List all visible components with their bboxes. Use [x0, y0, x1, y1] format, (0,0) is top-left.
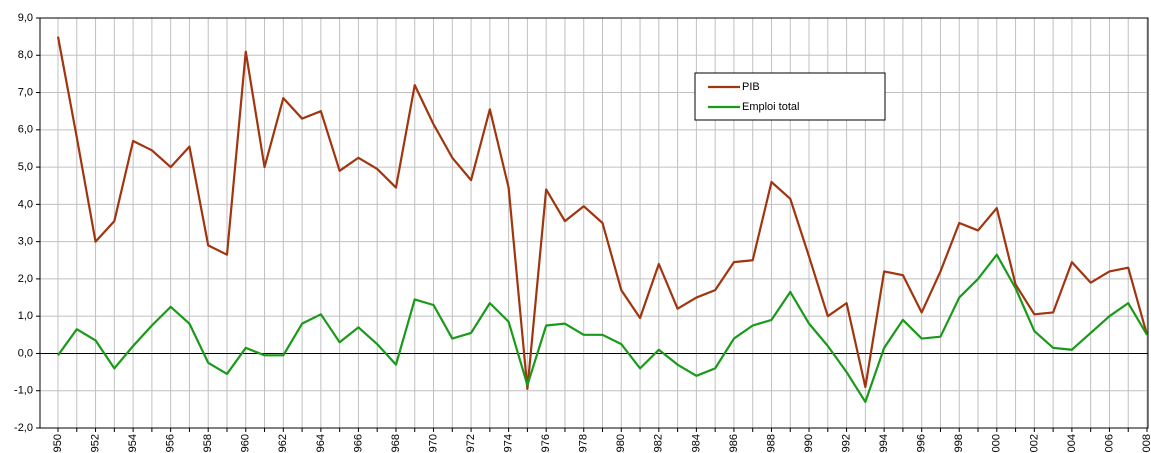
y-tick-label: 0,0: [18, 347, 33, 359]
x-tick-label: 2008: [1141, 434, 1151, 453]
x-tick-label: 1964: [315, 434, 327, 453]
legend-box: [694, 72, 886, 121]
x-tick-label: 1970: [427, 434, 439, 453]
x-tick-label: 1982: [653, 434, 665, 453]
x-tick-label: 1954: [127, 434, 139, 453]
y-tick-label: 9,0: [18, 12, 33, 24]
x-tick-label: 1974: [503, 434, 515, 453]
y-tick-label: 6,0: [18, 124, 33, 136]
x-tick-label: 1952: [89, 434, 101, 453]
x-tick-label: 1956: [165, 434, 177, 453]
x-tick-label: 2002: [1028, 434, 1040, 453]
x-tick-label: 1990: [803, 434, 815, 453]
x-tick-label: 1966: [352, 434, 364, 453]
x-tick-label: 2004: [1066, 434, 1078, 453]
x-tick-label: 1958: [202, 434, 214, 453]
y-tick-label: 3,0: [18, 236, 33, 248]
x-tick-label: 1976: [540, 434, 552, 453]
y-tick-label: 5,0: [18, 161, 33, 173]
x-tick-label: 1988: [765, 434, 777, 453]
x-tick-label: 1968: [390, 434, 402, 453]
x-tick-label: 2000: [991, 434, 1003, 453]
plot-frame: [39, 17, 1149, 429]
y-tick-label: 8,0: [18, 49, 33, 61]
y-tick-label: -1,0: [14, 385, 33, 397]
series-line: [57, 253, 1148, 404]
legend: PIB Emploi total: [694, 72, 886, 121]
x-tick-label: 1986: [728, 434, 740, 453]
x-tick-label: 1978: [578, 434, 590, 453]
x-tick-label: 1962: [277, 434, 289, 453]
x-tick-label: 1984: [690, 434, 702, 453]
x-tick-label: 1980: [615, 434, 627, 453]
x-tick-label: 1972: [465, 434, 477, 453]
x-tick-label: 1950: [52, 434, 64, 453]
y-tick-label: 7,0: [18, 86, 33, 98]
x-tick-label: 1994: [878, 434, 890, 453]
series-line: [56, 36, 1149, 390]
x-tick-label: 1992: [840, 434, 852, 453]
y-tick-label: 4,0: [18, 198, 33, 210]
y-tick-label: 2,0: [18, 273, 33, 285]
x-tick-label: 1996: [916, 434, 928, 453]
x-tick-label: 2006: [1103, 434, 1115, 453]
x-tick-label: 1998: [953, 434, 965, 453]
legend-label: Emploi total: [742, 101, 799, 113]
y-tick-label: 1,0: [18, 310, 33, 322]
legend-label: PIB: [742, 81, 760, 93]
x-tick-label: 1960: [240, 434, 252, 453]
y-tick-label: -2,0: [14, 422, 33, 434]
